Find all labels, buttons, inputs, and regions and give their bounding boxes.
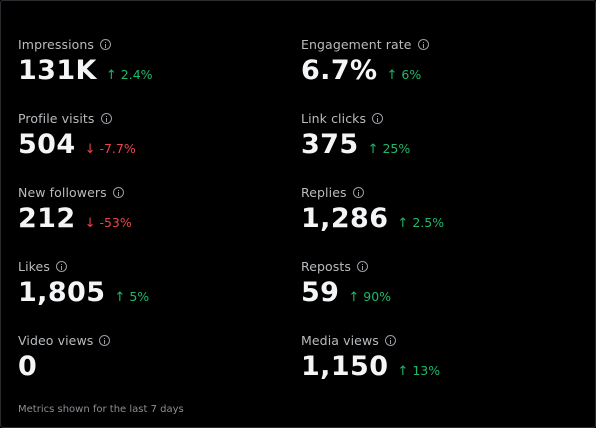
metric-delta: ↑ 2.4% bbox=[106, 67, 153, 83]
info-circle-icon[interactable] bbox=[372, 112, 384, 124]
info-circle-icon[interactable] bbox=[55, 260, 67, 272]
metric-value: 375 bbox=[301, 129, 359, 160]
delta-value: -7.7% bbox=[99, 141, 136, 156]
arrow-up-icon: ↑ bbox=[386, 68, 398, 83]
metric-delta: ↑ 2.5% bbox=[397, 215, 444, 231]
metric-video-views: Video views 0 bbox=[18, 331, 301, 405]
metric-replies: Replies 1,286 ↑ 2.5% bbox=[301, 183, 578, 257]
metric-new-followers: New followers 212 ↓ -53% bbox=[18, 183, 301, 257]
metric-value: 1,286 bbox=[301, 203, 389, 234]
metric-delta: ↑ 90% bbox=[348, 289, 391, 305]
footer-note: Metrics shown for the last 7 days bbox=[18, 404, 184, 415]
metric-value: 1,805 bbox=[18, 277, 106, 308]
arrow-up-icon: ↑ bbox=[367, 142, 379, 157]
info-circle-icon[interactable] bbox=[352, 186, 364, 198]
metric-value: 59 bbox=[301, 277, 340, 308]
info-circle-icon[interactable] bbox=[100, 112, 112, 124]
metric-label: Engagement rate bbox=[301, 36, 412, 52]
delta-value: 5% bbox=[129, 289, 150, 304]
metric-label: Link clicks bbox=[301, 110, 367, 126]
delta-value: 25% bbox=[382, 141, 411, 156]
arrow-up-icon: ↑ bbox=[397, 216, 409, 231]
metric-label: Video views bbox=[18, 332, 94, 348]
metric-label: Profile visits bbox=[18, 110, 95, 126]
metric-label: Replies bbox=[301, 184, 347, 200]
metric-media-views: Media views 1,150 ↑ 13% bbox=[301, 331, 578, 405]
delta-value: 6% bbox=[401, 67, 422, 82]
metric-label: Impressions bbox=[18, 36, 95, 52]
delta-value: 13% bbox=[412, 363, 441, 378]
metric-value: 1,150 bbox=[301, 351, 389, 382]
metric-value: 6.7% bbox=[301, 55, 378, 86]
arrow-down-icon: ↓ bbox=[84, 142, 96, 157]
metric-value: 0 bbox=[18, 351, 38, 382]
metric-profile-visits: Profile visits 504 ↓ -7.7% bbox=[18, 109, 301, 183]
info-circle-icon[interactable] bbox=[112, 186, 124, 198]
metric-label: Likes bbox=[18, 258, 50, 274]
metric-label: New followers bbox=[18, 184, 107, 200]
metric-delta: ↑ 6% bbox=[386, 67, 421, 83]
metric-link-clicks: Link clicks 375 ↑ 25% bbox=[301, 109, 578, 183]
metric-delta: ↓ -7.7% bbox=[85, 141, 136, 157]
metric-impressions: Impressions 131K ↑ 2.4% bbox=[18, 35, 301, 109]
arrow-up-icon: ↑ bbox=[397, 364, 409, 379]
metric-delta: ↑ 13% bbox=[397, 363, 440, 379]
info-circle-icon[interactable] bbox=[99, 334, 111, 346]
metric-label: Reposts bbox=[301, 258, 352, 274]
delta-value: -53% bbox=[99, 215, 132, 230]
delta-value: 90% bbox=[363, 289, 392, 304]
metric-likes: Likes 1,805 ↑ 5% bbox=[18, 257, 301, 331]
metric-delta: ↓ -53% bbox=[85, 215, 132, 231]
metric-delta: ↑ 25% bbox=[368, 141, 411, 157]
arrow-up-icon: ↑ bbox=[105, 68, 117, 83]
info-circle-icon[interactable] bbox=[384, 334, 396, 346]
arrow-up-icon: ↑ bbox=[348, 290, 360, 305]
arrow-down-icon: ↓ bbox=[84, 216, 96, 231]
delta-value: 2.4% bbox=[120, 67, 153, 82]
metric-delta: ↑ 5% bbox=[114, 289, 149, 305]
metric-engagement-rate: Engagement rate 6.7% ↑ 6% bbox=[301, 35, 578, 109]
metrics-grid: Impressions 131K ↑ 2.4% Engagement rate … bbox=[18, 35, 578, 405]
metric-label: Media views bbox=[301, 332, 379, 348]
arrow-up-icon: ↑ bbox=[114, 290, 126, 305]
delta-value: 2.5% bbox=[412, 215, 445, 230]
metric-reposts: Reposts 59 ↑ 90% bbox=[301, 257, 578, 331]
metric-value: 212 bbox=[18, 203, 76, 234]
metric-value: 131K bbox=[18, 55, 97, 86]
info-circle-icon[interactable] bbox=[100, 38, 112, 50]
metric-value: 504 bbox=[18, 129, 76, 160]
info-circle-icon[interactable] bbox=[417, 38, 429, 50]
info-circle-icon[interactable] bbox=[357, 260, 369, 272]
